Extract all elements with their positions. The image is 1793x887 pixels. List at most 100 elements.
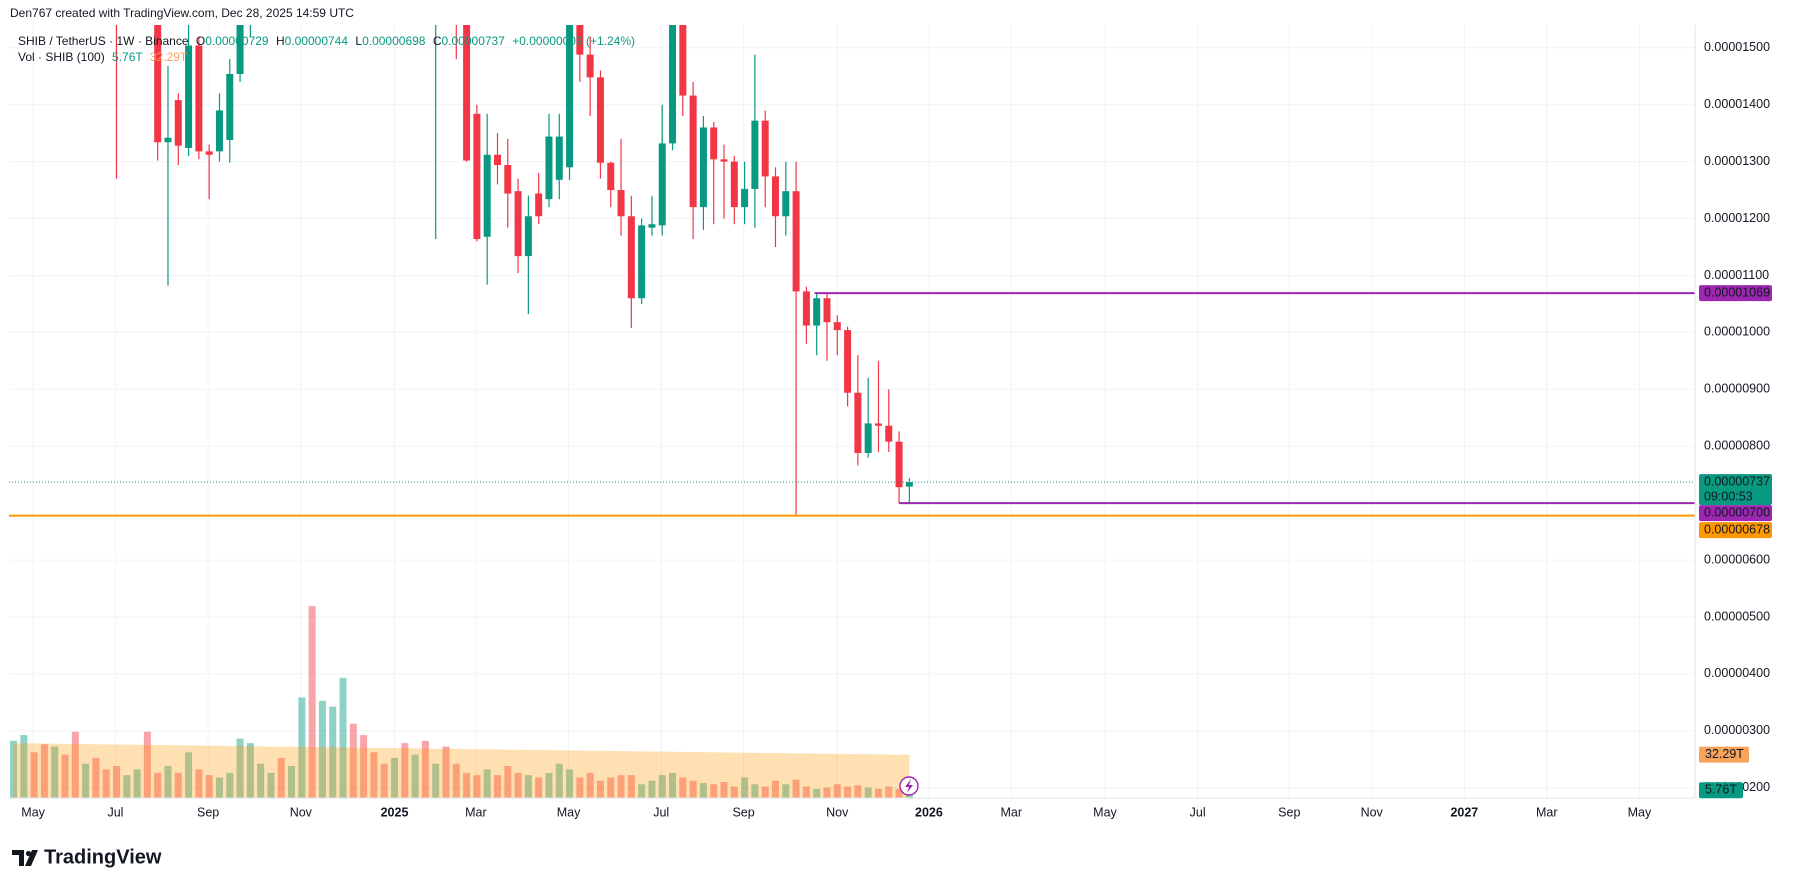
volume-bar (329, 706, 337, 798)
candle-body (658, 143, 666, 226)
candle-body (874, 423, 882, 426)
hline-label: 0.00000700 (1704, 505, 1770, 519)
candle-body (473, 113, 481, 240)
candle-body (504, 165, 512, 194)
volume-bar (298, 697, 306, 798)
volume-bar (82, 763, 90, 798)
field-key: L (355, 34, 362, 48)
volume-last: 5.76T (112, 50, 143, 64)
hline-label-box (1699, 522, 1772, 539)
volume-bar (658, 775, 666, 798)
candle-body (792, 191, 800, 292)
x-tick-label: May (21, 805, 45, 819)
replay-icon[interactable] (899, 776, 919, 796)
x-tick-label: Mar (1536, 805, 1558, 819)
x-tick-label: Nov (1361, 805, 1384, 819)
x-tick-label: May (1093, 805, 1117, 819)
volume-bar (112, 766, 120, 798)
axes: 0.00001500 0.00001400 0.00001300 0.00001200… (21, 40, 1772, 819)
volume-bar (277, 757, 285, 798)
candle-body (185, 45, 193, 148)
volume-bar (257, 763, 265, 798)
candle-body (164, 137, 172, 143)
candle-body (627, 216, 635, 299)
y-tick-label: 0.00000300 (1704, 723, 1770, 737)
hline-label-box (1699, 285, 1772, 302)
volume-bar (741, 777, 749, 798)
last-price-label: 0.00000737 (1704, 474, 1770, 488)
candle-body (895, 441, 903, 488)
x-tick-label: Sep (197, 805, 219, 819)
volume-bar (288, 766, 296, 798)
volume-bar (30, 752, 38, 798)
y-tick-label: 0.00001500 (1704, 40, 1770, 54)
volume-bar (535, 777, 543, 798)
x-tick-label: Sep (1278, 805, 1300, 819)
volume-bar (586, 772, 594, 798)
volume-bar (566, 769, 574, 798)
candle-body (586, 54, 594, 78)
volume-bar (710, 784, 718, 798)
volume-bar (442, 746, 450, 798)
candle-body (833, 322, 841, 331)
candle-body (730, 161, 738, 208)
volume-box (1699, 782, 1743, 799)
hline-label-box (1699, 505, 1772, 522)
candle-body (154, 25, 162, 143)
volume-bar (751, 784, 759, 798)
y-tick-label: 0.00001400 (1704, 97, 1770, 111)
candle-body (555, 136, 563, 180)
candle-body (195, 45, 203, 152)
field-value: 0.00000729 (205, 34, 269, 48)
volume-bar (40, 744, 48, 798)
volume-bar (782, 784, 790, 798)
volume-bar (143, 731, 151, 798)
candle-body (535, 193, 543, 217)
candle-body (761, 120, 769, 177)
volume-bar (133, 769, 141, 798)
logo-shape (12, 850, 24, 866)
x-tick-label: Jul (1190, 805, 1206, 819)
volume-bar (215, 777, 223, 798)
candle-body (576, 25, 584, 55)
candle-body (813, 298, 821, 326)
volume-bar (854, 785, 862, 798)
symbol-legend: SHIB / TetherUS · 1W · Binance O0.000007… (18, 34, 635, 48)
volume-bar (617, 775, 625, 798)
volume-ma-label: 32.29T (1705, 747, 1744, 761)
credit: Den767 created with TradingView.com, Dec… (10, 6, 354, 20)
volume-bar (524, 775, 532, 798)
volume-bar (720, 782, 728, 798)
candle-body (782, 191, 790, 217)
candle-body (699, 127, 707, 208)
volume-bar (267, 772, 275, 798)
volume-bar (607, 777, 615, 798)
volume-bar (679, 777, 687, 798)
candle-body (226, 73, 234, 140)
volume-bar (380, 763, 388, 798)
y-tick-label: 0.00000800 (1704, 439, 1770, 453)
volume-bar (648, 780, 656, 798)
volume-bar (555, 763, 563, 798)
candle-body (844, 330, 852, 393)
x-tick-label: May (1628, 805, 1652, 819)
volume-bar (864, 787, 872, 798)
grid (9, 25, 1695, 798)
volume-bar (689, 780, 697, 798)
volume-bar (10, 740, 18, 798)
volume-bar (432, 763, 440, 798)
field-key: H (276, 34, 285, 48)
candle-body (864, 423, 872, 454)
volume-bar (813, 788, 821, 798)
symbol: SHIB / TetherUS · 1W · Binance (18, 34, 189, 48)
x-tick-label: Jul (107, 805, 123, 819)
y-tick-label: 0.00000600 (1704, 552, 1770, 566)
candle-body (679, 25, 687, 96)
volume-bar (596, 780, 604, 798)
volume-bar (483, 769, 491, 798)
volume-bar (874, 788, 882, 798)
volume-bar (421, 740, 429, 798)
volume-bar (51, 746, 59, 798)
candle-body (236, 25, 244, 74)
